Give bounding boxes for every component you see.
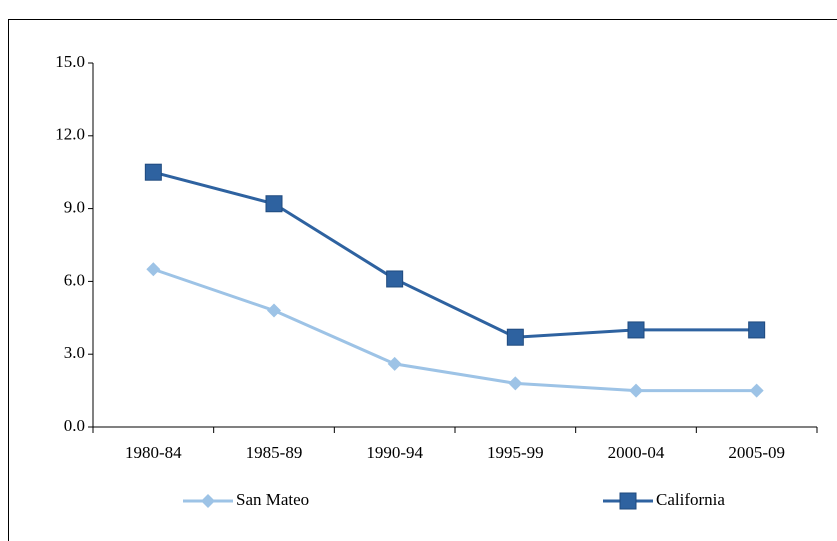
x-tick-label: 1985-89 xyxy=(246,443,303,462)
legend-label: California xyxy=(656,490,725,509)
series-line xyxy=(152,267,757,393)
data-point xyxy=(144,163,162,181)
x-tick-label: 1990-94 xyxy=(366,443,423,462)
y-tick-label: 12.0 xyxy=(55,125,85,144)
y-tick-label: 15.0 xyxy=(55,52,85,71)
data-point xyxy=(627,321,645,339)
x-tick-label: 1995-99 xyxy=(487,443,544,462)
x-tick-label: 2000-04 xyxy=(608,443,665,462)
data-point xyxy=(508,376,523,391)
x-tick-label: 1980-84 xyxy=(125,443,182,462)
data-point xyxy=(629,383,643,398)
data-point xyxy=(146,262,161,277)
chart-frame xyxy=(8,19,837,541)
x-tick-label: 2005-09 xyxy=(728,443,785,462)
data-point xyxy=(749,383,764,398)
data-point xyxy=(506,328,524,346)
data-point xyxy=(386,270,404,288)
y-tick-label: 9.0 xyxy=(64,198,85,217)
y-tick-label: 0.0 xyxy=(64,416,85,435)
y-tick-label: 6.0 xyxy=(64,270,85,289)
legend-marker xyxy=(619,492,637,510)
data-point xyxy=(387,356,402,371)
data-point xyxy=(267,303,281,318)
legend-label: San Mateo xyxy=(236,490,309,509)
legend-marker xyxy=(201,494,215,508)
y-tick-label: 3.0 xyxy=(64,343,85,362)
series-line xyxy=(152,170,757,339)
data-point xyxy=(265,195,283,213)
data-point xyxy=(748,321,766,339)
